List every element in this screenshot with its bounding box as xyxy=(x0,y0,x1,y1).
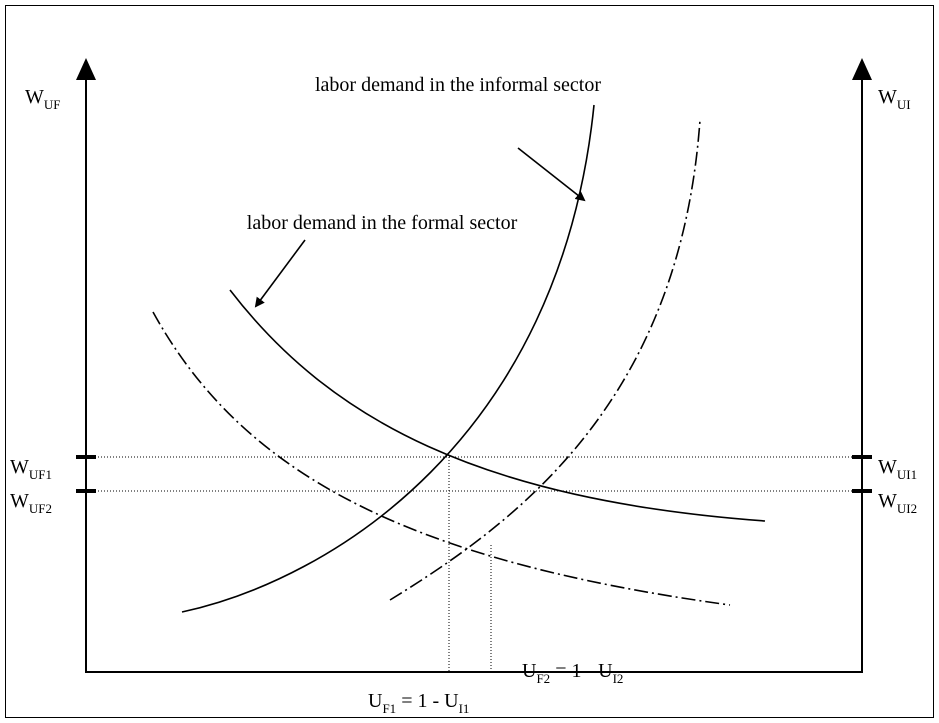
left-arrow xyxy=(76,58,96,80)
label-text: U xyxy=(368,690,383,712)
informal-demand-shifted xyxy=(389,119,701,601)
label-text: W xyxy=(25,86,44,108)
subscript: UI xyxy=(897,97,911,112)
axis-label: WUF xyxy=(25,86,61,112)
informal-demand xyxy=(181,104,595,613)
label-text: W xyxy=(878,456,897,478)
wage-label: WUF2 xyxy=(10,490,52,516)
wage-label: WUI2 xyxy=(878,490,917,516)
curve-label: labor demand in the informal sector xyxy=(315,74,601,96)
right-arrow xyxy=(852,58,872,80)
axis-label: WUI xyxy=(878,86,911,112)
curve-label: labor demand in the formal sector xyxy=(247,212,518,234)
label-text: W xyxy=(878,86,897,108)
label-text: = 1 - U xyxy=(396,690,459,712)
wage-label: WUF1 xyxy=(10,456,52,482)
equilibrium-label: UF2 = 1 - UI2 xyxy=(522,660,623,686)
subscript: UF1 xyxy=(29,467,52,482)
frame xyxy=(5,5,934,718)
subscript: UF2 xyxy=(29,501,52,516)
subscript: F1 xyxy=(382,701,396,716)
label-text: W xyxy=(10,456,29,478)
formal-demand-shifted xyxy=(152,311,731,606)
formal-demand xyxy=(229,289,766,522)
label-text: = 1 - U xyxy=(550,660,613,682)
axes xyxy=(85,78,863,673)
subscript: UI1 xyxy=(897,467,917,482)
equilibrium-label: UF1 = 1 - UI1 xyxy=(368,690,469,716)
subscript: UF xyxy=(44,97,61,112)
subscript: I1 xyxy=(459,701,470,716)
pointer xyxy=(517,147,586,202)
label-text: W xyxy=(878,490,897,512)
subscript: I2 xyxy=(613,671,624,686)
label-text: W xyxy=(10,490,29,512)
wage-label: WUI1 xyxy=(878,456,917,482)
pointer xyxy=(254,239,306,308)
label-text: U xyxy=(522,660,537,682)
subscript: F2 xyxy=(536,671,550,686)
subscript: UI2 xyxy=(897,501,917,516)
